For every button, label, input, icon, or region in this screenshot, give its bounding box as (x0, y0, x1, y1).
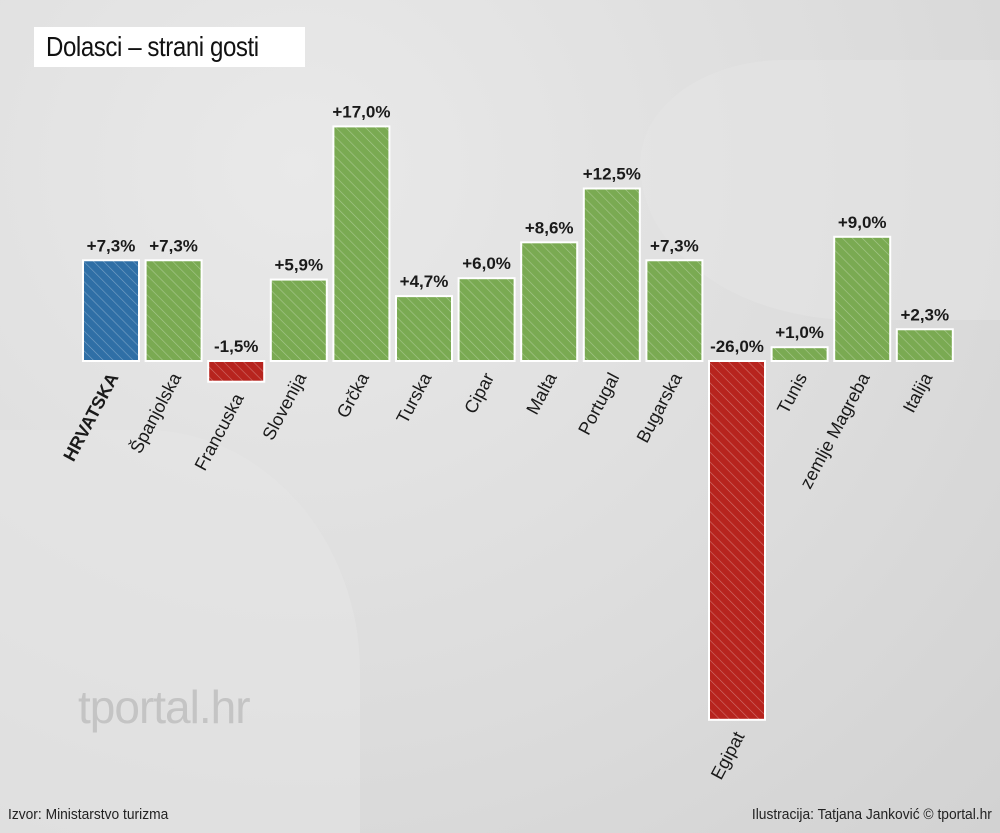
value-label: +7,3% (149, 236, 198, 255)
bar-hatch (583, 188, 640, 361)
value-label: -1,5% (214, 337, 258, 356)
category-label: Grčka (333, 369, 374, 422)
value-label: +17,0% (332, 102, 390, 121)
bar-hatch (709, 361, 765, 720)
value-label: +1,0% (775, 323, 824, 342)
bar-hatch (208, 361, 265, 382)
category-label: Turska (392, 369, 436, 427)
value-label: +12,5% (583, 165, 641, 184)
bar-hatch (458, 278, 515, 361)
value-label: +2,3% (900, 305, 949, 324)
category-label: Cipar (460, 369, 498, 416)
value-label: +4,7% (400, 272, 449, 291)
category-label: HRVATSKA (59, 369, 122, 464)
tportal-watermark: tportal.hr (78, 681, 251, 733)
value-label: +7,3% (87, 236, 136, 255)
category-label: zemlje Magreba (796, 369, 874, 492)
value-label: +5,9% (274, 256, 323, 275)
bar-hatch (145, 260, 202, 361)
value-label: +8,6% (525, 218, 574, 237)
category-label: Bugarska (633, 369, 687, 446)
bar-hatch (771, 347, 828, 361)
category-label: Tunis (773, 369, 811, 417)
value-label: -26,0% (710, 337, 764, 356)
bar-hatch (83, 260, 139, 361)
bar-hatch (834, 236, 891, 361)
value-label: +7,3% (650, 236, 699, 255)
category-label: Francuska (191, 389, 249, 473)
category-label: Malta (522, 369, 561, 418)
category-label: Italija (899, 369, 937, 416)
source-note: Izvor: Ministarstvo turizma (8, 806, 169, 823)
bar-hatch (896, 329, 953, 361)
bar-hatch (333, 126, 390, 362)
bar-hatch (396, 296, 452, 361)
chart-title: Dolasci – strani gosti (46, 31, 259, 62)
category-label: Portugal (574, 369, 623, 438)
category-label: Slovenija (258, 369, 310, 444)
chart-title-box: Dolasci – strani gosti (34, 27, 306, 67)
bar-hatch (521, 242, 578, 361)
value-label: +9,0% (838, 213, 887, 232)
category-label: Španjolska (125, 368, 185, 456)
category-label: Egipat (707, 728, 749, 782)
value-label: +6,0% (462, 254, 511, 273)
bar-hatch (646, 260, 703, 361)
bar-hatch (270, 279, 327, 361)
credit-note: Ilustracija: Tatjana Janković © tportal.… (751, 806, 992, 823)
